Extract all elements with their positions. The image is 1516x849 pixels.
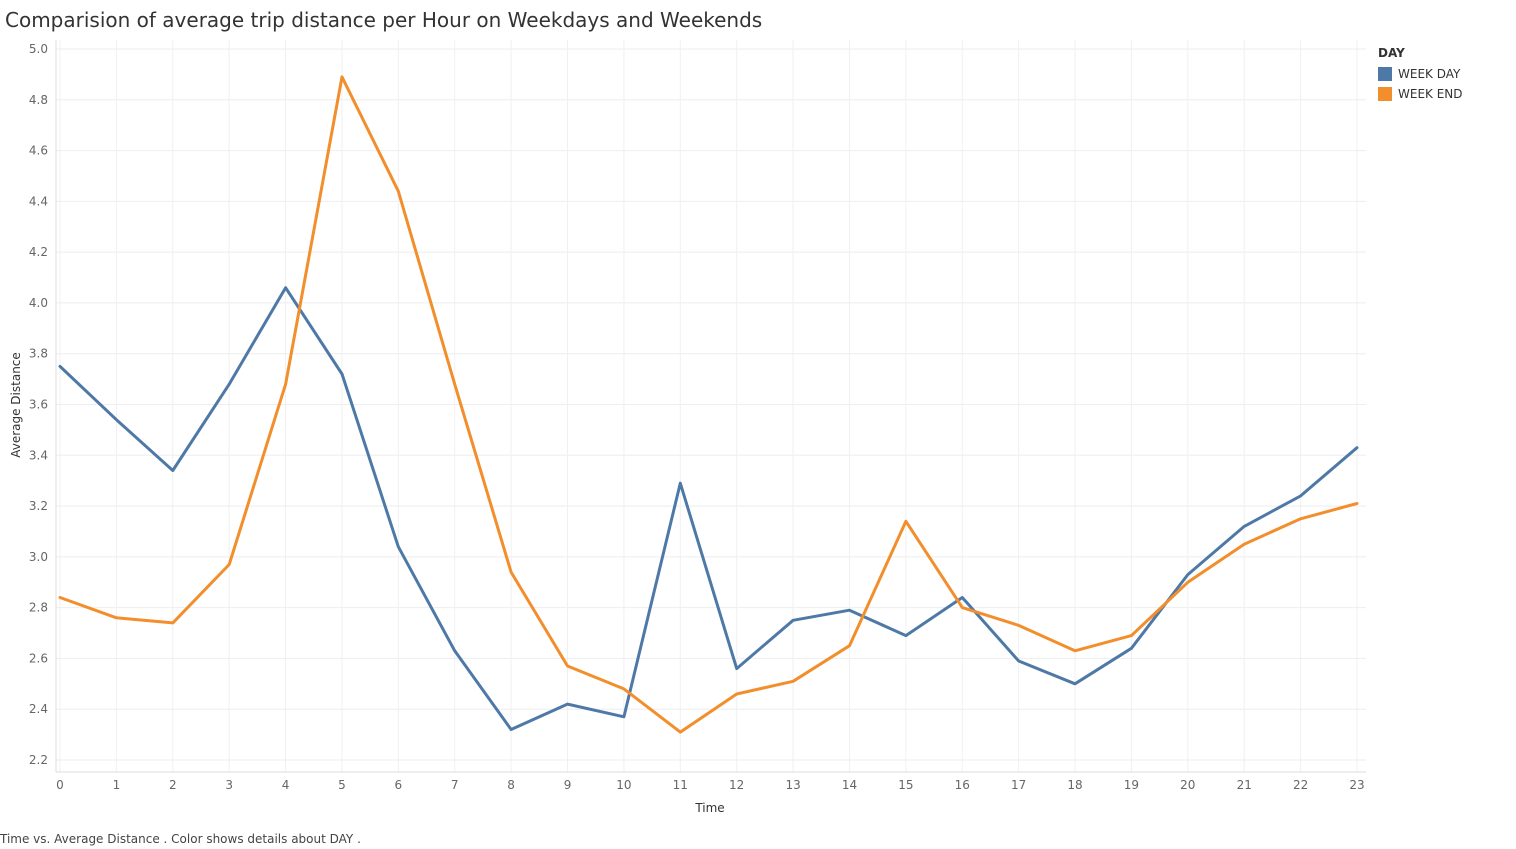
axes: 2.2 2.4 2.6 2.8 3.0 3.2 3.4 3.6 3.8 4.0 4.2 4.4 4.6 4…: [29, 40, 1366, 792]
x-tick-label: 23: [1349, 778, 1364, 792]
x-tick-label: 1: [113, 778, 121, 792]
x-tick-label: 7: [451, 778, 459, 792]
series-line-week-end[interactable]: [58, 75, 1359, 734]
y-tick-label: 2.2: [29, 753, 48, 767]
y-tick-label: 3.8: [29, 347, 48, 361]
legend-label-week-day: WEEK DAY: [1398, 67, 1461, 81]
x-tick-label: 11: [673, 778, 688, 792]
y-tick-label: 2.6: [29, 651, 48, 665]
y-tick-label: 2.8: [29, 601, 48, 615]
y-tick-label: 4.8: [29, 93, 48, 107]
x-tick-label: 22: [1293, 778, 1308, 792]
legend: DAY WEEK DAY WEEK END: [1378, 46, 1463, 104]
x-tick-label: 10: [616, 778, 631, 792]
x-tick-label: 0: [56, 778, 64, 792]
x-tick-label: 15: [898, 778, 913, 792]
x-tick-label: 4: [282, 778, 290, 792]
x-tick-label: 5: [338, 778, 346, 792]
x-tick-label: 19: [1124, 778, 1139, 792]
x-tick-label: 18: [1067, 778, 1082, 792]
legend-swatch-week-end: [1378, 87, 1392, 101]
y-tick-label: 4.6: [29, 144, 48, 158]
x-tick-label: 8: [507, 778, 515, 792]
y-tick-label: 3.2: [29, 499, 48, 513]
legend-item-week-end[interactable]: WEEK END: [1378, 84, 1463, 104]
legend-label-week-end: WEEK END: [1398, 87, 1463, 101]
y-tick-label: 4.2: [29, 245, 48, 259]
grid-lines: [56, 40, 1366, 772]
legend-swatch-week-day: [1378, 67, 1392, 81]
legend-item-week-day[interactable]: WEEK DAY: [1378, 64, 1463, 84]
y-tick-label: 5.0: [29, 42, 48, 56]
y-tick-label: 4.0: [29, 296, 48, 310]
y-tick-label: 4.4: [29, 194, 48, 208]
x-tick-label: 3: [225, 778, 233, 792]
x-tick-label: 20: [1180, 778, 1195, 792]
series-line-week-day[interactable]: [58, 286, 1359, 731]
x-tick-label: 17: [1011, 778, 1026, 792]
y-tick-label: 2.4: [29, 702, 48, 716]
legend-title: DAY: [1378, 46, 1405, 60]
y-tick-label: 3.0: [29, 550, 48, 564]
y-tick-label: 3.4: [29, 448, 48, 462]
y-tick-label: 3.6: [29, 398, 48, 412]
footer-caption: Time vs. Average Distance . Color shows …: [0, 832, 361, 846]
series-lines: [58, 75, 1359, 734]
x-tick-label: 6: [395, 778, 403, 792]
chart-title: Comparision of average trip distance per…: [5, 8, 763, 32]
x-tick-label: 13: [785, 778, 800, 792]
x-axis-label: Time: [694, 801, 724, 815]
x-tick-label: 12: [729, 778, 744, 792]
x-tick-label: 9: [564, 778, 572, 792]
x-tick-label: 14: [842, 778, 857, 792]
y-axis-label: Average Distance: [9, 352, 23, 458]
x-tick-label: 16: [955, 778, 970, 792]
x-tick-label: 21: [1237, 778, 1252, 792]
x-tick-label: 2: [169, 778, 177, 792]
